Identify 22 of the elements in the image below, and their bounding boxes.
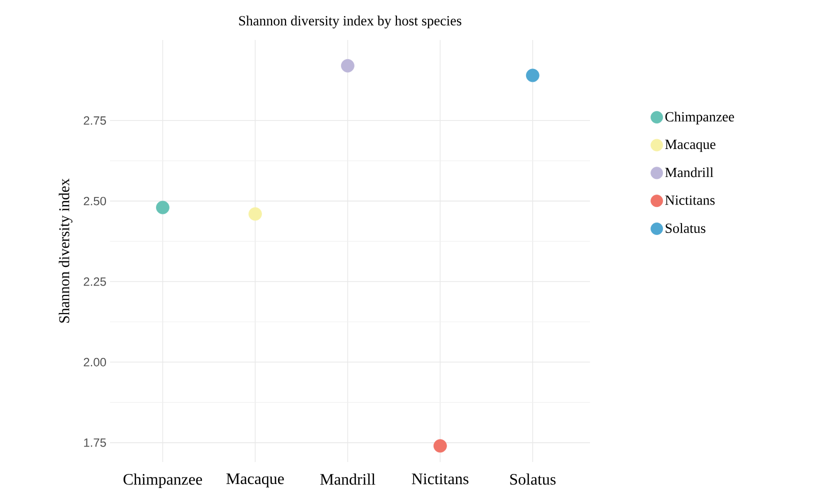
x-tick-label: Nictitans	[412, 474, 468, 484]
legend-label: Mandrill	[665, 167, 714, 178]
legend-label: Macaque	[665, 140, 716, 152]
legend-label: Chimpanzee	[665, 112, 734, 124]
y-tick-label: 2.75	[84, 116, 106, 125]
y-tick-label: 2.50	[84, 196, 106, 206]
point	[526, 68, 540, 82]
point	[248, 207, 262, 221]
y-tick-label: 1.75	[84, 438, 106, 447]
y-tick-label: 2.25	[84, 277, 106, 286]
point	[156, 200, 170, 214]
legend-label: Nictitans	[665, 195, 715, 205]
y-tick-label: 2.00	[84, 358, 106, 366]
x-tick-label: Chimpanzee	[124, 474, 202, 488]
legend-label: Solatus	[666, 223, 706, 233]
point	[433, 439, 447, 453]
y-axis-title: Shannon diversity index	[58, 178, 72, 323]
x-tick-label: Solatus	[510, 474, 556, 485]
x-tick-label: Mandrill	[320, 474, 376, 485]
point	[340, 59, 354, 72]
chart-title: Shannon diversity index by host species	[239, 16, 462, 28]
x-tick-label: Macaque	[226, 474, 284, 488]
